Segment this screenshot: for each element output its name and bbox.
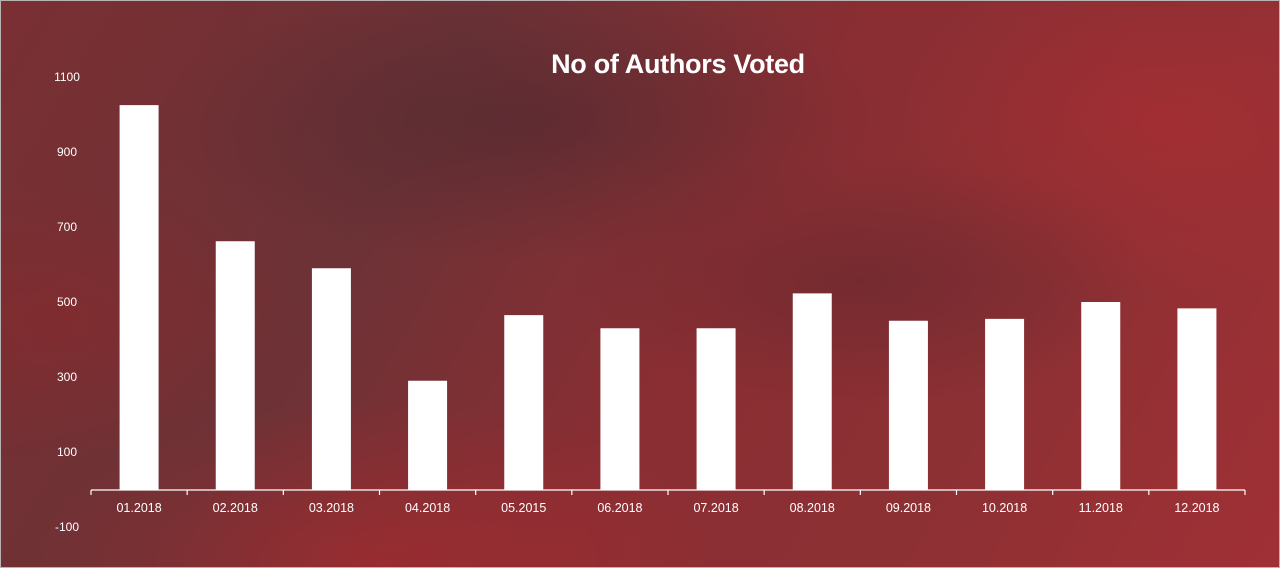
bar-11.2018 — [1081, 302, 1121, 490]
bar-04.2018 — [408, 380, 448, 490]
y-tick-label: 500 — [57, 295, 77, 309]
x-tick-label: 11.2018 — [1079, 501, 1123, 515]
bar-07.2018 — [696, 328, 736, 490]
x-tick-label: 08.2018 — [790, 501, 835, 515]
x-tick-label: 03.2018 — [309, 501, 354, 515]
chart-title: No of Authors Voted — [551, 49, 805, 79]
y-tick-label: 900 — [57, 145, 77, 159]
y-tick-label: 100 — [57, 445, 77, 459]
x-tick-label: 05.2015 — [501, 501, 546, 515]
bars — [119, 105, 1217, 490]
bar-03.2018 — [311, 268, 351, 490]
y-axis-ticks: 1100 900 700 500 300 100 -100 — [54, 70, 80, 534]
bar-06.2018 — [600, 328, 640, 490]
bar-05.2015 — [504, 315, 544, 490]
x-tick-label: 04.2018 — [405, 501, 450, 515]
x-tick-label: 06.2018 — [597, 501, 642, 515]
x-tick-label: 09.2018 — [886, 501, 931, 515]
x-tick-label: 12.2018 — [1174, 501, 1219, 515]
x-axis-ticks: 01.2018 02.2018 03.2018 04.2018 05.2015 06.20… — [116, 501, 1219, 515]
x-axis — [90, 489, 1246, 495]
y-tick-label: 300 — [57, 370, 77, 384]
x-tick-label: 02.2018 — [213, 501, 258, 515]
bar-01.2018 — [119, 105, 159, 490]
bar-12.2018 — [1177, 308, 1217, 490]
x-tick-label: 01.2018 — [116, 501, 161, 515]
x-tick-label: 07.2018 — [693, 501, 738, 515]
bar-10.2018 — [985, 318, 1025, 490]
bar-02.2018 — [215, 241, 255, 490]
y-tick-label: 1100 — [54, 70, 80, 84]
y-tick-label: -100 — [55, 520, 79, 534]
y-tick-label: 700 — [57, 220, 77, 234]
x-tick-label: 10.2018 — [982, 501, 1027, 515]
bar-09.2018 — [888, 320, 928, 490]
bar-08.2018 — [792, 293, 832, 490]
